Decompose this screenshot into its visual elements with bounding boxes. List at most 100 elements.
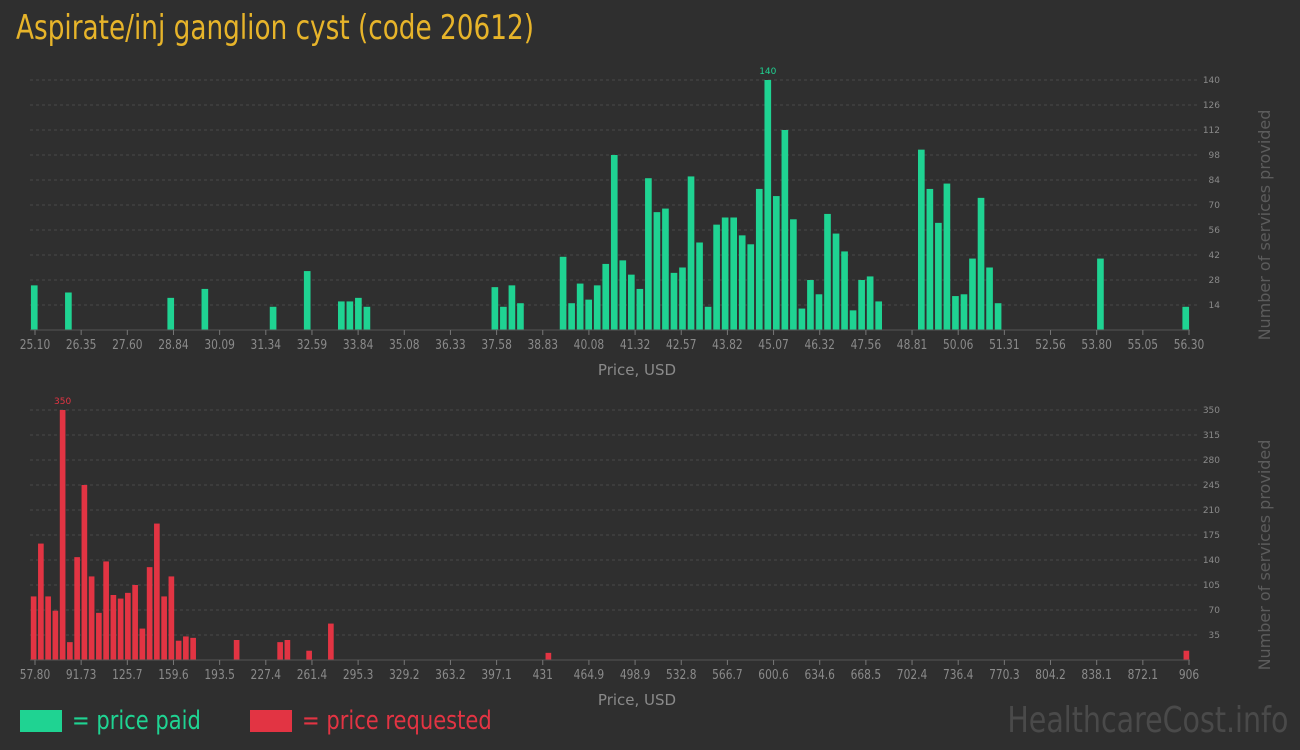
price-paid-bar: [704, 306, 712, 330]
price-paid-x-tick-label: 45.07: [758, 337, 788, 352]
price-requested-y-tick-label: 35: [1209, 631, 1220, 641]
price-paid-x-tick-label: 31.34: [251, 337, 281, 352]
price-paid-bar: [167, 297, 175, 330]
price-paid-y-tick-label: 84: [1209, 176, 1221, 186]
price-paid-bar: [355, 297, 362, 330]
price-paid-x-tick-label: 27.60: [112, 337, 142, 352]
price-paid-y-axis-label: Number of services provided: [1255, 110, 1274, 341]
price-paid-x-tick-label: 42.57: [666, 337, 696, 352]
price-requested-bar: [183, 636, 189, 660]
price-paid-bar: [994, 303, 1002, 330]
price-paid-x-tick-label: 56.30: [1174, 337, 1204, 352]
price-requested-y-tick-label: 245: [1203, 481, 1220, 491]
price-paid-bar: [841, 251, 848, 330]
legend-paid: = price paid: [20, 704, 215, 738]
price-paid-x-tick-label: 38.83: [528, 337, 558, 352]
price-paid-y-tick-label: 112: [1203, 126, 1220, 136]
price-requested-bar: [125, 592, 131, 660]
price-requested-y-tick-label: 175: [1203, 531, 1220, 541]
price-paid-bar: [201, 288, 209, 330]
price-requested-x-tick-label: 532.8: [666, 667, 696, 682]
price-paid-x-tick-label: 52.56: [1035, 337, 1065, 352]
price-paid-bar: [517, 303, 524, 330]
price-paid-bar: [696, 242, 703, 330]
price-paid-bar: [875, 301, 883, 330]
price-paid-bar: [627, 274, 635, 330]
legend-requested-label: = price requested: [302, 706, 492, 736]
price-paid-bar: [337, 301, 345, 330]
price-paid-bar: [858, 280, 865, 330]
price-requested-x-tick-label: 159.6: [158, 667, 188, 682]
price-requested-x-tick-label: 736.4: [943, 667, 973, 682]
price-requested-bar: [45, 596, 51, 660]
price-paid-bar: [363, 306, 371, 330]
price-paid-bar: [508, 285, 516, 330]
legend-paid-swatch: [20, 710, 62, 732]
price-paid-y-tick-label: 98: [1209, 151, 1221, 161]
price-paid-bar: [935, 222, 942, 330]
price-paid-bar: [952, 296, 959, 330]
price-paid-bar: [917, 149, 925, 330]
price-paid-x-tick-label: 53.80: [1081, 337, 1111, 352]
price-requested-x-tick-label: 193.5: [204, 667, 234, 682]
price-paid-bar: [346, 301, 354, 330]
price-requested-y-tick-label: 280: [1203, 456, 1220, 466]
price-paid-x-tick-label: 25.10: [20, 337, 50, 352]
price-requested-bar: [233, 640, 240, 660]
price-requested-x-tick-label: 227.4: [251, 667, 281, 682]
price-requested-bar: [30, 596, 37, 660]
price-paid-bar: [772, 196, 780, 330]
price-paid-x-axis-label: Price, USD: [598, 361, 676, 379]
price-paid-bar: [568, 303, 575, 330]
price-paid-x-tick-label: 55.05: [1128, 337, 1158, 352]
legend-requested-swatch: [250, 710, 292, 732]
price-paid-bar: [738, 235, 746, 330]
price-paid-bar: [619, 260, 627, 330]
price-requested-bar: [38, 543, 44, 660]
price-paid-x-tick-label: 48.81: [897, 337, 927, 352]
price-paid-bar: [764, 80, 772, 330]
price-paid-bar: [730, 217, 738, 330]
price-paid-bar: [645, 178, 652, 330]
price-paid-bar: [798, 308, 806, 330]
price-paid-bar: [1182, 306, 1190, 330]
price-requested-bar: [154, 523, 160, 660]
price-paid-bar: [815, 294, 823, 330]
price-requested-bar: [328, 623, 334, 660]
price-paid-y-tick-label: 56: [1209, 226, 1221, 236]
price-paid-x-tick-label: 37.58: [481, 337, 511, 352]
watermark: HealthcareCost.info: [1006, 700, 1288, 741]
price-requested-bar: [545, 652, 552, 660]
price-requested-x-tick-label: 329.2: [389, 667, 419, 682]
price-requested-y-tick-label: 140: [1203, 556, 1220, 566]
price-paid-bar: [559, 256, 567, 330]
price-paid-bar: [977, 197, 985, 330]
price-requested-bar: [168, 576, 175, 660]
price-requested-x-tick-label: 838.1: [1081, 667, 1111, 682]
price-paid-x-tick-label: 33.84: [343, 337, 373, 352]
chart-title: Aspirate/inj ganglion cyst (code 20612): [16, 8, 534, 48]
price-requested-bar: [52, 610, 59, 660]
price-paid-x-tick-label: 47.56: [851, 337, 881, 352]
price-paid-y-tick-label: 126: [1203, 101, 1220, 111]
price-paid-x-tick-label: 35.08: [389, 337, 419, 352]
price-paid-bar: [303, 271, 311, 330]
price-requested-bar: [306, 650, 312, 660]
price-paid-x-tick-label: 32.59: [297, 337, 327, 352]
price-paid-y-tick-label: 140: [1203, 76, 1220, 86]
price-requested-bar: [96, 612, 102, 660]
price-requested-bar: [139, 628, 146, 660]
price-requested-x-tick-label: 566.7: [712, 667, 742, 682]
price-requested-x-tick-label: 702.4: [897, 667, 927, 682]
price-requested-x-tick-label: 397.1: [481, 667, 511, 682]
price-requested-bar: [132, 585, 138, 660]
price-requested-y-tick-label: 105: [1203, 581, 1220, 591]
price-paid-bar: [65, 292, 72, 330]
price-paid-bar: [790, 219, 797, 330]
price-requested-bar: [88, 576, 95, 660]
price-paid-bar: [491, 287, 499, 330]
price-paid-bar: [1097, 258, 1104, 330]
price-requested-x-tick-label: 804.2: [1035, 667, 1065, 682]
price-requested-bar: [59, 410, 66, 660]
price-requested-x-axis-label: Price, USD: [598, 691, 676, 709]
